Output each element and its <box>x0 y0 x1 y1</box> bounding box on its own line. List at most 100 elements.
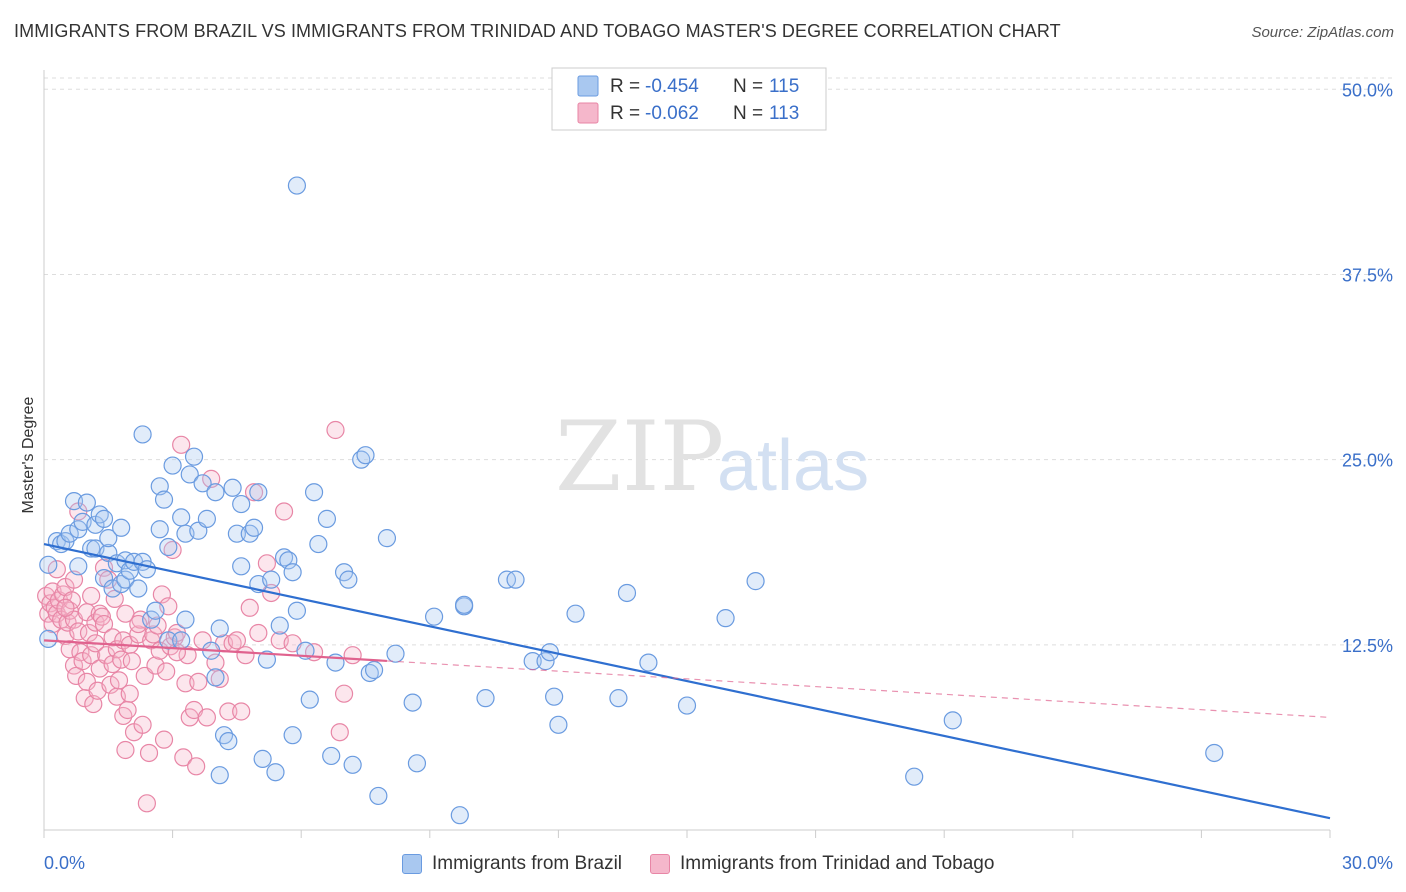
brazil-point <box>244 518 264 537</box>
brazil-point <box>283 563 302 582</box>
legend-n-value-brazil: 115 <box>769 76 799 97</box>
legend-swatch-brazil-bottom <box>402 854 422 874</box>
tt-point <box>172 435 191 454</box>
brazil-point <box>403 693 422 712</box>
brazil-point <box>150 520 169 539</box>
legend-r-label-tt: R = <box>610 103 645 124</box>
legend-r-label-brazil: R = <box>610 76 645 97</box>
brazil-point <box>129 579 148 598</box>
tt-point <box>120 684 139 703</box>
tt-point <box>227 631 246 650</box>
tt-point <box>82 586 101 606</box>
legend-label-tt: Immigrants from Trinidad and Tobago <box>680 853 995 874</box>
tt-point <box>152 585 171 604</box>
brazil-point <box>94 509 114 528</box>
tt-point <box>146 656 165 675</box>
tt-point <box>94 614 114 634</box>
tt-point <box>139 743 159 763</box>
brazil-point <box>905 767 924 786</box>
brazil-point <box>172 631 191 650</box>
brazil-point <box>377 529 397 548</box>
legend-item-tt[interactable]: Immigrants from Trinidad and Tobago <box>650 853 994 875</box>
brazil-point <box>566 604 585 623</box>
y-tick-label: 25.0% <box>1342 451 1393 471</box>
brazil-point <box>266 763 285 782</box>
brazil-point <box>386 644 405 663</box>
brazil-point <box>317 509 337 528</box>
tt-point <box>236 646 255 665</box>
brazil-point <box>39 555 58 574</box>
brazil-point <box>364 660 384 680</box>
tt-point <box>189 672 208 691</box>
correlation-legend: R = -0.454 N = 115 R = -0.062 N = 113 <box>551 67 827 131</box>
tt-point <box>343 646 362 665</box>
brazil-point <box>287 176 307 195</box>
tt-point <box>219 702 238 721</box>
brazil-point <box>103 579 122 598</box>
brazil-point <box>180 465 199 484</box>
brazil-point <box>172 508 191 527</box>
tt-point <box>197 708 216 727</box>
brazil-point <box>343 755 362 774</box>
tt-point <box>249 623 268 643</box>
brazil-point <box>133 425 152 444</box>
brazil-point <box>322 746 341 766</box>
brazil-point <box>197 509 216 528</box>
brazil-point <box>339 570 358 589</box>
x-tick-label: 30.0% <box>1342 853 1393 873</box>
brazil-point <box>146 601 165 620</box>
tt-point <box>47 560 66 579</box>
brazil-point <box>227 524 246 543</box>
brazil-point <box>450 806 469 825</box>
brazil-point <box>210 619 229 638</box>
tt-point <box>274 502 294 521</box>
brazil-point <box>206 668 225 687</box>
brazil-point <box>545 687 564 706</box>
legend-swatch-brazil <box>577 75 599 97</box>
brazil-point <box>206 483 225 502</box>
brazil-point <box>304 483 324 502</box>
legend-n-label-brazil: N = <box>733 76 768 97</box>
brazil-point <box>454 595 474 614</box>
legend-n-value-tt: 113 <box>769 103 799 124</box>
tt-trend-line-dashed <box>386 660 1331 719</box>
legend-swatch-tt-bottom <box>650 854 671 874</box>
brazil-point <box>253 749 272 768</box>
brazil-point <box>549 715 568 734</box>
tt-point <box>116 604 135 623</box>
legend-item-brazil[interactable]: Immigrants from Brazil <box>402 853 622 875</box>
brazil-point <box>176 610 195 629</box>
brazil-point <box>617 583 637 603</box>
brazil-point <box>69 557 88 576</box>
brazil-point <box>154 490 174 509</box>
tt-point <box>326 420 345 440</box>
brazil-point <box>193 474 212 493</box>
tt-point <box>92 607 111 626</box>
tt-point <box>187 757 206 776</box>
tt-point <box>116 740 135 760</box>
axis-ticks: 12.5% 25.0% 37.5% 50.0% 0.0% 30.0% <box>43 80 1393 873</box>
y-tick-label: 12.5% <box>1342 636 1393 656</box>
brazil-point <box>746 572 765 591</box>
brazil-point <box>77 493 96 512</box>
brazil-point <box>163 456 182 475</box>
brazil-point <box>137 560 156 579</box>
brazil-point <box>223 478 242 497</box>
chart-title: IMMIGRANTS FROM BRAZIL VS IMMIGRANTS FRO… <box>14 21 1061 41</box>
brazil-point <box>536 652 555 671</box>
source-attribution: Source: ZipAtlas.com <box>1251 24 1394 41</box>
brazil-point <box>356 446 375 465</box>
brazil-point <box>116 570 135 589</box>
tt-point <box>82 646 101 665</box>
tt-point <box>240 598 259 617</box>
legend-swatch-tt <box>577 102 599 124</box>
brazil-point <box>677 696 697 715</box>
brazil-point <box>309 534 328 554</box>
tt-point <box>79 623 99 643</box>
watermark-atlas: atlas <box>717 426 869 506</box>
brazil-point <box>943 711 962 730</box>
brazil-point <box>159 537 178 557</box>
tt-point <box>103 628 122 647</box>
tt-point <box>133 715 152 734</box>
